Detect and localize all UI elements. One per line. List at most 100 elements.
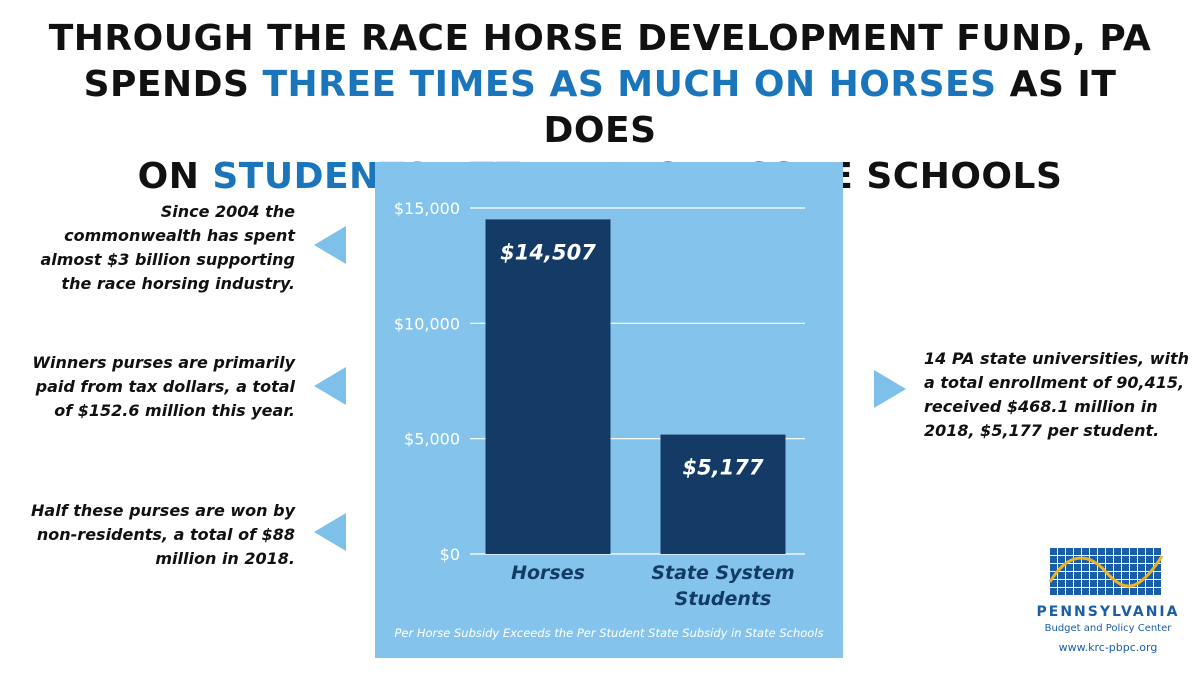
chart-caption: Per Horse Subsidy Exceeds the Per Studen… [394,626,823,640]
logo-grid-cell [1058,548,1065,555]
logo-grid-cell [1098,556,1105,563]
logo-grid-cell [1090,572,1097,579]
logo-grid-cell [1130,548,1137,555]
logo-grid-cell [1114,556,1121,563]
logo-grid-cell [1130,572,1137,579]
logo-grid-cell [1058,580,1065,587]
logo-grid-cell [1154,564,1161,571]
logo-grid-cell [1146,572,1153,579]
logo-grid-cell [1106,556,1113,563]
logo-grid-cell [1122,564,1129,571]
logo-grid-cell [1138,572,1145,579]
logo-grid-cell [1050,580,1057,587]
logo-grid-cell [1074,548,1081,555]
logo-subtitle: Budget and Policy Center [1044,623,1172,634]
logo-grid-cell [1146,564,1153,571]
logo-grid-cell [1122,548,1129,555]
logo-grid-cell [1154,556,1161,563]
logo-grid-cell [1122,572,1129,579]
logo-grid-cell [1090,580,1097,587]
logo-grid-cell [1138,564,1145,571]
logo-grid-cell [1082,572,1089,579]
bar [485,219,611,554]
logo-grid-cell [1106,588,1113,595]
logo-grid-cell [1106,564,1113,571]
logo-grid-cell [1114,588,1121,595]
logo-grid-cell [1090,564,1097,571]
y-tick-label: $0 [440,545,460,564]
logo-grid-cell [1066,548,1073,555]
logo-grid-cell [1098,548,1105,555]
logo-trend-line [1048,555,1164,588]
logo-name: PENNSYLVANIA [1036,604,1180,620]
logo-grid-cell [1066,580,1073,587]
logo-grid-cell [1146,548,1153,555]
bar-value-label: $5,177 [682,456,763,480]
logo-grid-cell [1098,588,1105,595]
logo-grid-cell [1154,572,1161,579]
logo-grid-cell [1114,572,1121,579]
logo-grid-cell [1058,556,1065,563]
logo-grid-cell [1066,588,1073,595]
pennsylvania-map-logo-icon [1048,548,1164,595]
category-label: Horses [511,562,585,584]
category-label: State System [651,562,794,584]
logo-grid-cell [1154,548,1161,555]
headline-highlight: THREE TIMES AS MUCH ON HORSES [262,64,997,105]
pointer-triangle-icon [874,370,906,408]
logo-grid-cell [1082,548,1089,555]
logo-grid-cell [1154,588,1161,595]
logo-grid-cell [1098,580,1105,587]
logo-grid-cell [1122,588,1129,595]
headline-text: ON [137,156,213,197]
y-tick-label: $10,000 [394,314,460,333]
logo-grid-cell [1090,548,1097,555]
y-tick-label: $15,000 [394,199,460,218]
logo-grid-cell [1090,588,1097,595]
logo-grid-cell [1074,564,1081,571]
pointer-triangle-icon [314,226,346,264]
logo-grid-cell [1146,580,1153,587]
headline-text: AS IT DOES [543,64,1117,151]
logo-grid-cell [1146,556,1153,563]
logo-grid-cell [1130,556,1137,563]
logo-grid-cell [1138,556,1145,563]
left-note-purses: Winners purses are primarily paid from t… [32,353,295,420]
logo-grid-cell [1122,556,1129,563]
logo-grid-cell [1130,564,1137,571]
logo-grid-cell [1114,564,1121,571]
logo-grid-cell [1082,580,1089,587]
logo-grid-cell [1074,580,1081,587]
logo-grid-cell [1050,564,1057,571]
bar [660,434,786,554]
right-note-universities: 14 PA state universities, with a total e… [924,349,1189,440]
bar-chart-panel: $0 $5,000 $10,000 $15,000 $14,507 Horses $5,17… [375,162,843,658]
logo-grid-cell [1074,572,1081,579]
logo-grid-cell [1082,564,1089,571]
logo-grid-cell [1114,548,1121,555]
logo-grid-cell [1138,548,1145,555]
pointer-triangle-icon [314,367,346,405]
logo-grid-cell [1050,588,1057,595]
bar-value-label: $14,507 [500,240,596,264]
headline-text: SPENDS [83,64,263,105]
logo-grid-cell [1106,548,1113,555]
category-label: Students [675,588,772,610]
logo-grid-cell [1074,588,1081,595]
logo-grid-cell [1066,572,1073,579]
logo-grid-cell [1050,548,1057,555]
logo-url: www.krc-pbpc.org [1058,641,1158,654]
left-note-nonresidents: Half these purses are won by non-residen… [31,501,295,568]
bar-chart: $0 $5,000 $10,000 $15,000 $14,507 Horses $5,17… [394,199,824,640]
y-tick-label: $5,000 [404,430,460,449]
headline-line-1: THROUGH THE RACE HORSE DEVELOPMENT FUND,… [48,18,1152,59]
logo-grid-cell [1090,556,1097,563]
logo-grid-cell [1122,580,1129,587]
left-note-billion: Since 2004 the commonwealth has spent al… [40,202,295,293]
logo-grid-cell [1098,572,1105,579]
logo-grid-cell [1130,580,1137,587]
logo-grid-cell [1138,588,1145,595]
logo-grid-cell [1146,588,1153,595]
logo-grid-cell [1138,580,1145,587]
logo-grid-cell [1058,588,1065,595]
